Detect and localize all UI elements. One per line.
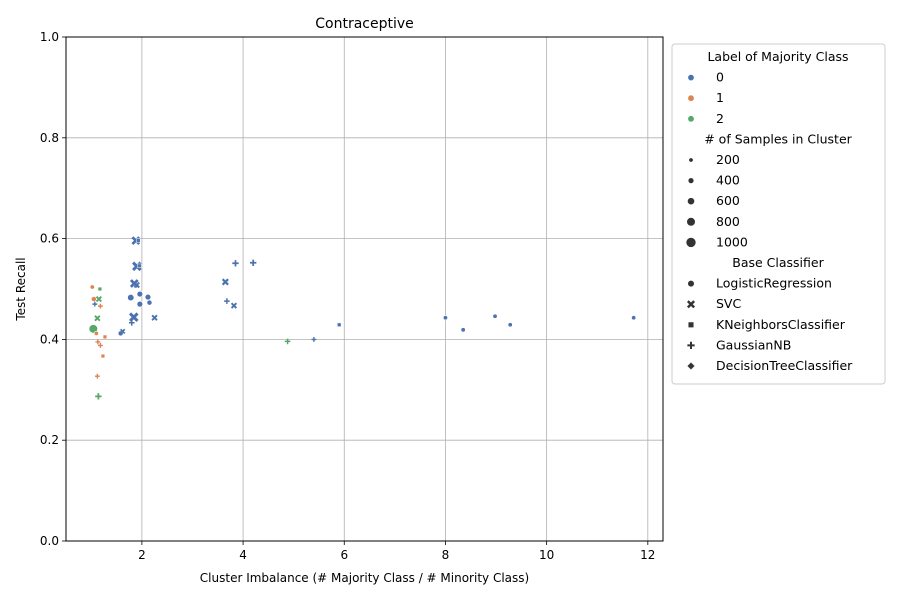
- data-point: [136, 300, 144, 308]
- y-tick-label: 1.0: [40, 30, 59, 44]
- data-point: [232, 260, 239, 267]
- data-point: [146, 299, 153, 306]
- legend: Label of Majority Class 0 1 2 # of Samples i…: [671, 43, 886, 385]
- data-point: [128, 312, 139, 323]
- legend-entry-label: 800: [716, 214, 740, 229]
- legend-entry-label: 1000: [716, 234, 748, 249]
- legend-marker-swatch: [687, 321, 695, 328]
- legend-entry-label: KNeighborsClassifier: [716, 317, 846, 332]
- legend-size-swatch: [687, 177, 695, 184]
- data-point: [88, 324, 98, 334]
- data-point: [137, 263, 142, 268]
- data-point: [507, 322, 513, 328]
- legend-size-swatch: [686, 217, 696, 227]
- legend-entry-label: DecisionTreeClassifier: [716, 358, 853, 373]
- legend-entry-label: SVC: [716, 296, 741, 311]
- data-point: [442, 315, 448, 321]
- legend-entry-label: 600: [716, 193, 740, 208]
- data-point: [95, 295, 102, 303]
- legend-heading: Base Classifier: [732, 255, 824, 270]
- y-tick-label: 0.8: [40, 131, 59, 145]
- data-point: [100, 353, 106, 359]
- data-point: [144, 293, 152, 301]
- legend-marker-swatch: [686, 300, 696, 309]
- data-point: [94, 373, 100, 379]
- data-point: [136, 238, 141, 243]
- x-tick-label: 4: [239, 548, 247, 562]
- legend-size-swatch: [687, 197, 695, 206]
- x-axis-ticks: 2 4 6 8 10 12: [138, 541, 655, 562]
- y-tick-label: 0.0: [40, 534, 59, 548]
- data-point: [97, 343, 103, 348]
- legend-size-swatch: [685, 237, 697, 248]
- plot-area: [66, 37, 663, 541]
- data-point: [127, 294, 135, 302]
- data-point: [133, 281, 140, 289]
- data-point: [224, 298, 230, 304]
- legend-entry-label: GaussianNB: [716, 337, 791, 352]
- data-point: [95, 339, 101, 345]
- data-point: [95, 393, 102, 400]
- legend-heading: Label of Majority Class: [707, 49, 848, 64]
- legend-entry-label: 1: [716, 90, 724, 105]
- data-point: [131, 236, 141, 245]
- legend-marker-swatch: [687, 280, 695, 288]
- legend-marker-swatch: [687, 341, 695, 350]
- data-point: [311, 336, 317, 342]
- data-points: [88, 236, 637, 400]
- legend-marker-swatch: [686, 361, 696, 371]
- legend-size-swatch: [688, 157, 694, 163]
- legend-color-swatch: [687, 94, 695, 102]
- x-tick-label: 10: [539, 548, 554, 562]
- y-tick-label: 0.4: [40, 332, 59, 346]
- legend-entry-label: LogisticRegression: [716, 276, 832, 291]
- data-point: [460, 327, 466, 333]
- data-point: [89, 284, 95, 290]
- data-point: [119, 328, 126, 335]
- data-point: [90, 296, 97, 302]
- legend-heading: # of Samples in Cluster: [704, 131, 852, 146]
- legend-entry-label: 2: [716, 111, 724, 126]
- legend-frame: [671, 43, 886, 385]
- y-tick-label: 0.6: [40, 232, 59, 246]
- x-tick-label: 8: [442, 548, 450, 562]
- data-point: [128, 319, 135, 326]
- data-point: [151, 314, 158, 321]
- data-point: [97, 303, 103, 309]
- x-tick-label: 6: [340, 548, 348, 562]
- data-point: [492, 313, 498, 319]
- data-point: [93, 330, 99, 336]
- data-point: [136, 290, 144, 298]
- data-point: [337, 322, 342, 327]
- data-point: [92, 301, 98, 307]
- x-tick-label: 12: [640, 548, 655, 562]
- y-axis-ticks: 0.0 0.2 0.4 0.6 0.8 1.0: [40, 30, 66, 548]
- data-point: [230, 302, 238, 309]
- data-point: [250, 259, 257, 266]
- grid-lines: [66, 37, 663, 541]
- legend-entry-label: 0: [716, 70, 724, 85]
- legend-color-swatch: [687, 115, 695, 123]
- y-tick-label: 0.2: [40, 433, 59, 447]
- chart-title: Contraceptive: [315, 16, 414, 32]
- x-tick-label: 2: [138, 548, 146, 562]
- data-point: [284, 338, 291, 345]
- y-axis-label: Test Recall: [14, 257, 28, 321]
- data-point: [102, 334, 108, 340]
- x-axis-label: Cluster Imbalance (# Majority Class / # …: [200, 571, 529, 585]
- legend-entry-label: 400: [716, 173, 740, 188]
- data-point: [221, 278, 229, 286]
- data-point: [631, 315, 637, 321]
- data-point: [94, 315, 101, 322]
- plot-frame: [65, 36, 664, 542]
- data-point: [97, 286, 103, 292]
- legend-entry-label: 200: [716, 152, 740, 167]
- legend-color-swatch: [687, 74, 695, 82]
